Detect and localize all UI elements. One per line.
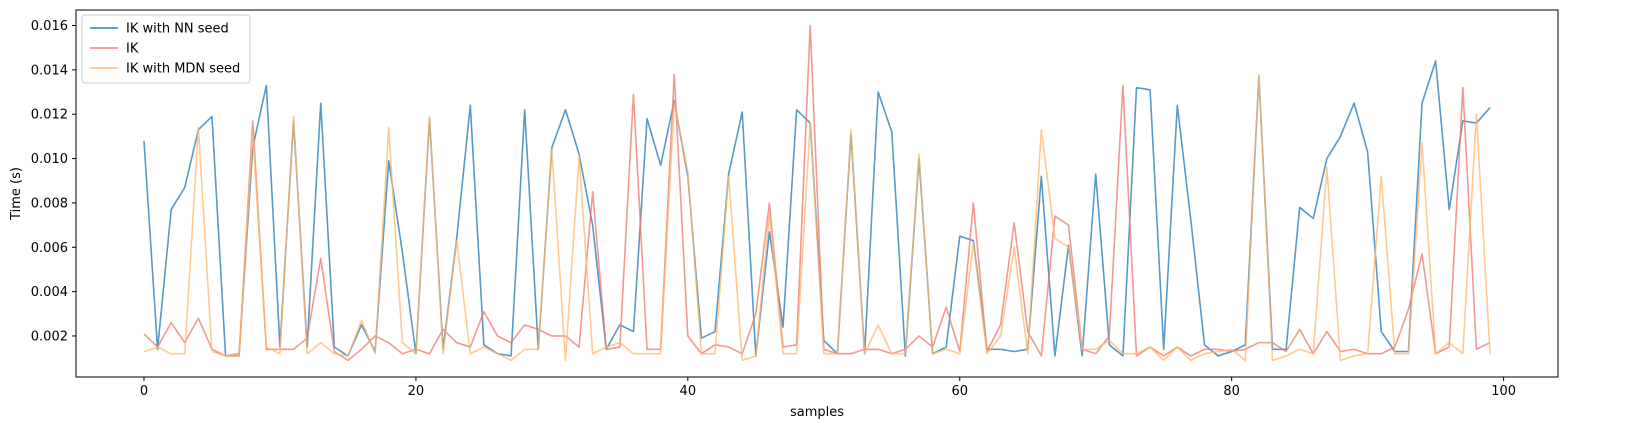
series-line-2 — [143, 24, 1491, 362]
y-tick-label: 0.006 — [31, 241, 68, 256]
legend-box — [81, 14, 251, 84]
x-axis-label: samples — [790, 405, 844, 420]
legend-entry: IK with MDN seed — [126, 62, 240, 77]
y-tick-label: 0.004 — [31, 285, 68, 300]
plot-frame — [75, 9, 1559, 378]
x-tick-label: 20 — [408, 384, 425, 399]
x-tick-label: 40 — [680, 384, 697, 399]
x-tick-label: 0 — [140, 384, 148, 399]
y-axis: 0.002 0.004 0.006 0.008 0.010 0.012 0.014 0.016 — [31, 19, 76, 344]
y-axis-label: Time (s) — [9, 167, 24, 221]
legend-entry: IK — [126, 42, 139, 57]
legend: IK with NN seed IK IK with MDN seed — [81, 14, 251, 84]
y-tick-label: 0.012 — [31, 108, 68, 123]
legend-entry: IK with NN seed — [126, 22, 229, 37]
x-tick-label: 60 — [951, 384, 968, 399]
series-line-3 — [143, 73, 1491, 362]
y-tick-label: 0.008 — [31, 196, 68, 211]
x-tick-label: 100 — [1491, 384, 1516, 399]
y-tick-label: 0.010 — [31, 152, 68, 167]
y-tick-label: 0.002 — [31, 329, 68, 344]
series-layer — [143, 24, 1491, 362]
x-tick-label: 80 — [1223, 384, 1240, 399]
y-tick-label: 0.014 — [31, 63, 68, 78]
y-tick-label: 0.016 — [31, 19, 68, 34]
x-axis: 0 20 40 60 80 100 — [140, 377, 1516, 399]
